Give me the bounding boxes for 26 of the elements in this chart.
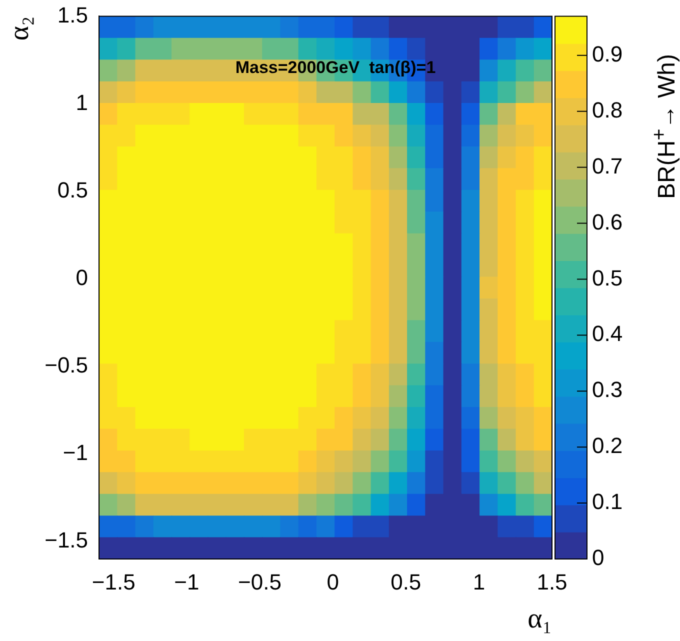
y-tick-label: 1.5 — [57, 2, 88, 28]
x-tick-label: 0 — [326, 569, 339, 594]
x-tick-label: −0.5 — [238, 569, 282, 594]
x-tick-label: −1.5 — [92, 569, 136, 594]
x-tick-label: 1 — [472, 569, 486, 594]
y-tick-label: −1.5 — [44, 528, 88, 553]
x-axis-title: α₁ — [528, 604, 552, 635]
color-bar-label: 0.9 — [592, 41, 623, 66]
y-tick-label: 0.5 — [57, 177, 88, 202]
y-axis-title: α₂ — [4, 16, 36, 41]
color-bar-label: 0.1 — [592, 489, 623, 514]
y-tick-label: 1 — [76, 90, 88, 115]
color-bar-label: 0.6 — [592, 209, 623, 234]
color-bar-label: 0 — [592, 545, 604, 570]
color-bar-label: 0.2 — [592, 433, 623, 458]
x-tick-label: 0.5 — [390, 569, 422, 594]
color-bar-label: 0.4 — [592, 321, 623, 346]
color-bar-label: 0.3 — [592, 377, 623, 402]
x-tick-label: −1 — [174, 569, 200, 594]
color-bar-label: 0.5 — [592, 265, 623, 290]
color-bar-label: 0.8 — [592, 97, 623, 122]
x-tick-label: 1.5 — [536, 569, 568, 594]
y-tick-label: 0 — [76, 264, 88, 290]
y-tick-label: −1 — [62, 440, 88, 466]
y-tick-label: −0.5 — [44, 352, 88, 378]
color-bar-label: 0.7 — [592, 153, 623, 178]
